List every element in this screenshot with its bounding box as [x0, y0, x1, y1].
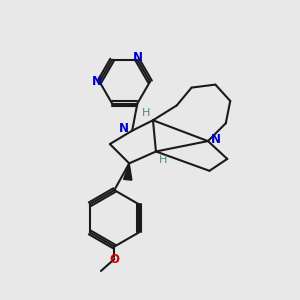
Text: O: O: [109, 253, 119, 266]
Text: N: N: [211, 133, 221, 146]
Text: N: N: [92, 75, 102, 88]
Text: H: H: [159, 155, 168, 165]
Text: N: N: [119, 122, 129, 135]
Text: H: H: [142, 108, 151, 118]
Text: N: N: [133, 51, 143, 64]
Polygon shape: [124, 164, 132, 180]
